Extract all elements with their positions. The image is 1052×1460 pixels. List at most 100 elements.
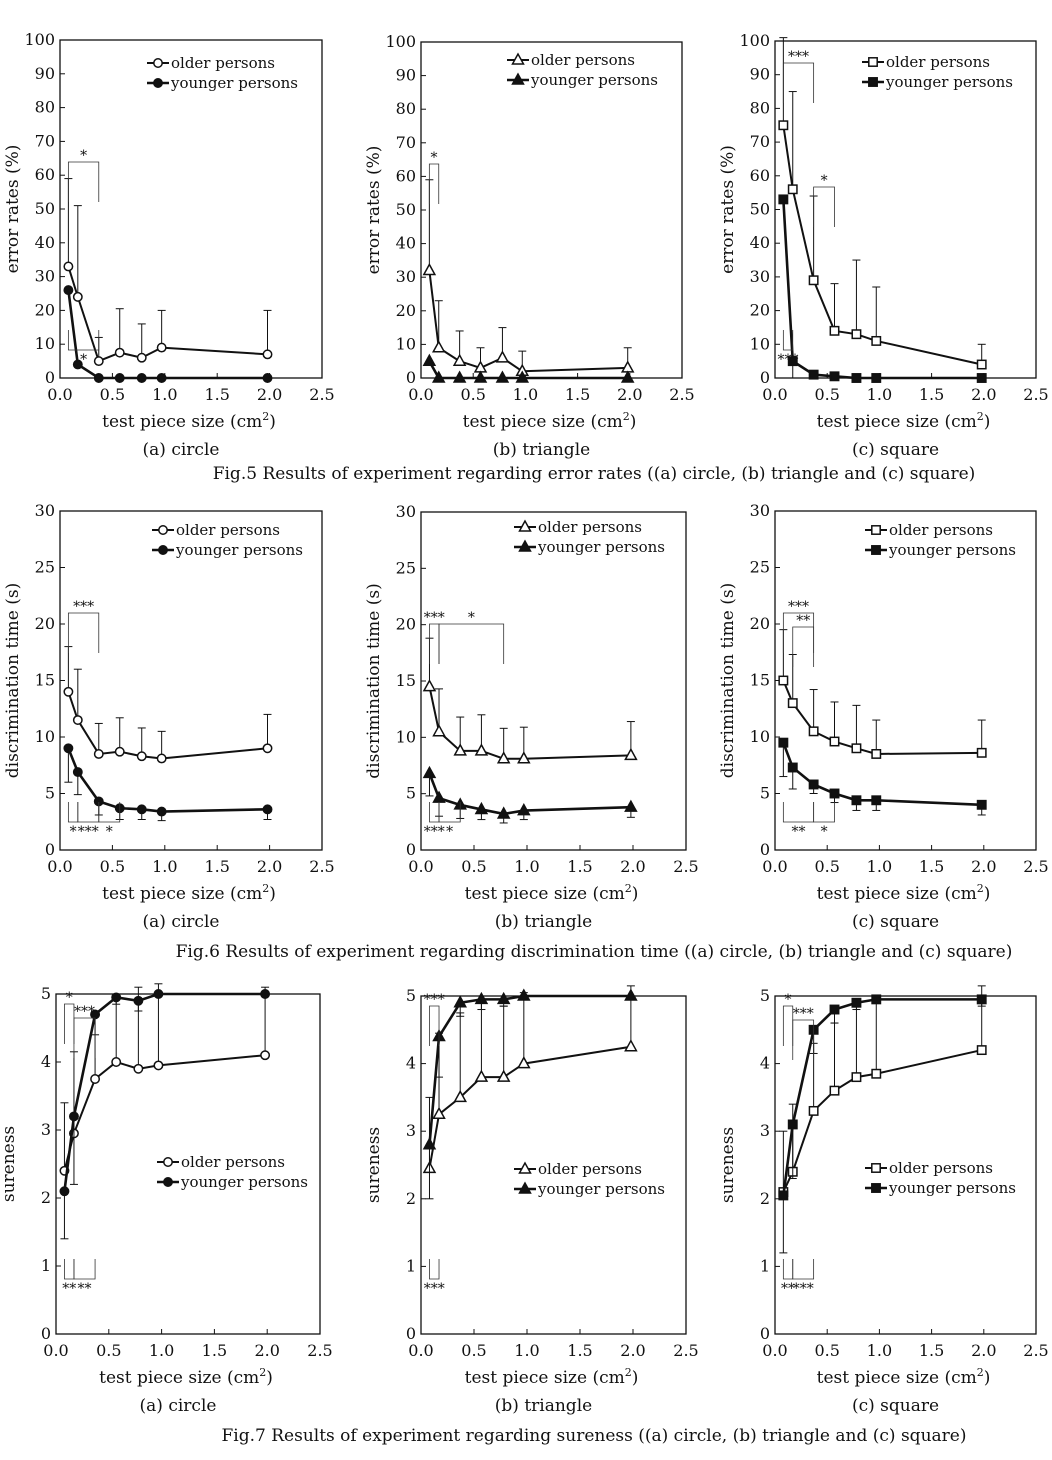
data-point: [871, 335, 882, 346]
legend-label: older persons: [538, 518, 642, 536]
data-point: [778, 737, 789, 748]
x-tick-label: 2.0: [620, 1341, 645, 1360]
data-point: [156, 373, 167, 383]
significance-label: **: [791, 824, 805, 840]
significance-label: ***: [74, 1004, 95, 1020]
legend-label: younger persons: [888, 541, 1016, 559]
legend-marker: [518, 1181, 532, 1194]
y-tick-label: 0: [45, 840, 55, 859]
y-tick-label: 100: [385, 32, 416, 51]
panel-subtitle: (b) triangle: [495, 1396, 592, 1416]
y-tick-label: 3: [406, 1121, 416, 1140]
data-point: [93, 373, 104, 383]
legend-label: younger persons: [180, 1173, 308, 1191]
data-point: [624, 988, 638, 1001]
data-point: [63, 285, 74, 296]
significance-label: **: [796, 613, 810, 629]
x-axis-label-close: ): [269, 412, 276, 432]
legend-entry-older: older persons: [862, 53, 990, 71]
legend-marker: [871, 1183, 881, 1193]
data-point: [136, 804, 147, 815]
data-point: [452, 353, 467, 366]
data-point: [432, 1106, 446, 1120]
x-tick-label: 1.0: [867, 1341, 892, 1360]
legend-marker: [158, 525, 168, 535]
x-axis-label-text: test piece size (cm: [463, 412, 623, 432]
y-tick-label: 10: [750, 727, 770, 746]
data-point: [72, 291, 83, 302]
x-tick-label: 1.0: [867, 385, 892, 404]
y-tick-label: 90: [396, 66, 416, 85]
legend-entry-older: older persons: [157, 1153, 285, 1171]
y-tick-label: 80: [35, 98, 55, 117]
data-point: [517, 751, 531, 764]
y-tick-label: 40: [750, 233, 770, 252]
data-point: [829, 325, 840, 336]
x-tick-label: 0.0: [762, 857, 787, 876]
data-point: [111, 992, 122, 1003]
legend-marker: [158, 545, 168, 555]
data-point: [72, 767, 83, 777]
data-point: [495, 370, 510, 383]
x-tick-label: 0.5: [96, 1341, 121, 1360]
data-point: [63, 743, 74, 754]
significance-bracket: [98, 802, 121, 823]
significance-bracket: [782, 330, 794, 351]
y-tick-label: 15: [35, 671, 55, 690]
x-tick-label: 2.5: [673, 1341, 698, 1360]
x-tick-label: 1.5: [204, 385, 229, 404]
legend-label: younger persons: [537, 1180, 665, 1198]
legend-label: older persons: [181, 1153, 285, 1171]
x-axis-label-sup: 2: [259, 1366, 266, 1379]
x-tick-label: 0.5: [100, 385, 125, 404]
data-point: [496, 806, 511, 819]
x-tick-label: 2.5: [307, 1341, 332, 1360]
x-tick-label: 1.0: [152, 857, 177, 876]
data-point: [453, 1089, 467, 1103]
significance-bracket: [429, 1005, 440, 1046]
legend-entry-older: older persons: [147, 54, 275, 72]
y-tick-label: 5: [45, 784, 55, 803]
fig5-panel-c: 0 10 20 30 40 50 60 70 80 90 100 0.0 0.5 1.0 1.5 2.0 2.5…: [718, 31, 1049, 460]
x-tick-label: 0.5: [461, 857, 486, 876]
series-older-persons: [422, 179, 635, 377]
y-tick-label: 20: [35, 300, 55, 319]
series-line: [782, 680, 982, 755]
y-axis-label: sureness: [364, 1127, 384, 1203]
data-point: [851, 329, 862, 340]
legend-label: older persons: [538, 1160, 642, 1178]
significance-label: ***: [778, 352, 799, 368]
significance-bracket: [438, 802, 461, 823]
x-tick-label: 1.5: [202, 1341, 227, 1360]
y-tick-label: 20: [750, 301, 770, 320]
data-point: [474, 801, 489, 815]
x-axis-label: test piece size (cm2): [99, 1366, 273, 1388]
y-tick-label: 30: [35, 501, 55, 520]
data-point: [624, 747, 638, 761]
x-axis-label: test piece size (cm2): [102, 882, 276, 904]
y-tick-label: 30: [396, 267, 416, 286]
fig6-panel-c: 0 5 10 15 20 25 30 0.0 0.5 1.0 1.5 2.0 2.5 discrimina…: [718, 501, 1049, 932]
data-point: [260, 1050, 271, 1061]
data-point: [431, 370, 446, 383]
fig5-caption: Fig.5 Results of experiment regarding er…: [213, 464, 976, 484]
data-point: [453, 995, 467, 1008]
y-tick-label: 3: [760, 1121, 770, 1140]
data-point: [114, 373, 125, 383]
significance-label: *: [446, 824, 453, 840]
y-tick-label: 50: [396, 200, 416, 219]
data-point: [136, 352, 147, 363]
fig6-caption: Fig.6 Results of experiment regarding di…: [176, 942, 1013, 962]
data-point: [93, 356, 104, 367]
data-point: [422, 1137, 437, 1150]
series-younger-persons: [778, 194, 987, 383]
data-point: [114, 347, 125, 358]
series-older-persons: [63, 646, 273, 764]
y-tick-label: 15: [750, 671, 770, 690]
legend-label: older persons: [531, 51, 635, 69]
data-point: [778, 1190, 789, 1201]
significance-bracket: [782, 1005, 794, 1046]
legend-entry-older: older persons: [514, 518, 642, 536]
y-tick-label: 100: [24, 30, 55, 49]
x-axis-label: test piece size (cm2): [465, 1366, 639, 1388]
